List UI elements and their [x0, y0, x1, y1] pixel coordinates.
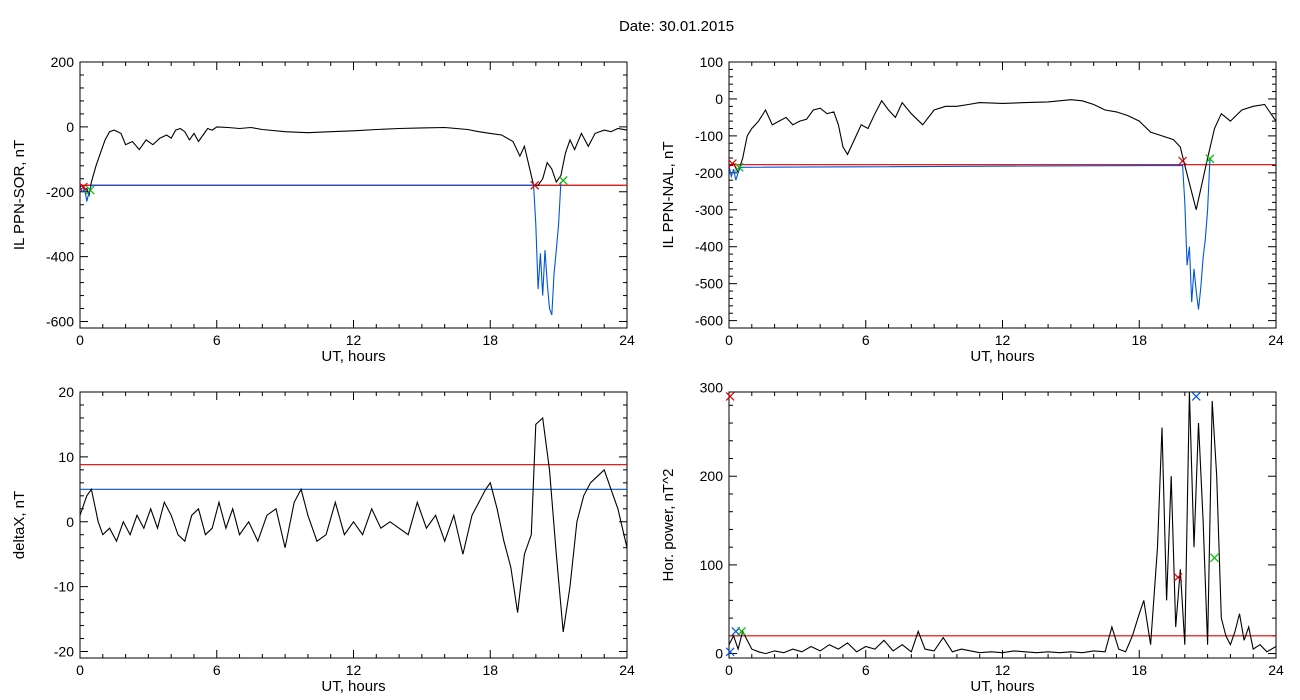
event-marker	[530, 180, 540, 190]
event-marker	[1191, 392, 1201, 401]
x-tick-label: 18	[1131, 332, 1147, 348]
event-marker	[78, 182, 88, 192]
y-tick-label: -200	[46, 184, 74, 200]
y-tick-label: -10	[54, 579, 74, 595]
x-tick-label: 0	[725, 662, 733, 678]
x-axis-label: UT, hours	[970, 348, 1034, 365]
page-title: Date: 30.01.2015	[618, 18, 735, 35]
event-marker	[737, 626, 746, 636]
chart-panel-1: 0 6 12 18 24 200 0 -200 -400 -600 UT, hours IL PPN-…	[11, 54, 635, 365]
y-axis-label: IL PPN-SOR, nT	[11, 140, 28, 250]
x-axis-label: UT, hours	[321, 348, 385, 365]
x-tick-label: 0	[76, 662, 84, 678]
series-line-2	[80, 181, 562, 316]
x-tick-label: 6	[862, 332, 870, 348]
y-tick-label: -200	[695, 165, 723, 181]
y-tick-label: -20	[54, 644, 74, 660]
y-axis-label: deltaX, nT	[11, 491, 28, 559]
y-tick-label: 0	[66, 514, 74, 530]
y-tick-label: -400	[46, 249, 74, 265]
event-marker	[1205, 154, 1215, 164]
plot-frame	[728, 61, 1277, 329]
event-marker	[1210, 553, 1219, 563]
x-axis-label: UT, hours	[970, 678, 1034, 695]
x-tick-label: 12	[346, 662, 362, 678]
series-line-1	[729, 392, 1276, 655]
x-tick-label: 24	[1268, 332, 1284, 348]
y-tick-label: -600	[695, 313, 723, 329]
plot-frame	[79, 61, 628, 329]
y-tick-label: 0	[715, 646, 723, 662]
x-tick-label: 24	[619, 662, 635, 678]
series-line-1	[80, 126, 627, 198]
x-tick-label: 6	[213, 332, 221, 348]
x-tick-label: 12	[346, 332, 362, 348]
y-tick-label: 200	[700, 468, 724, 484]
chart-panel-4: 0 6 12 18 24 300 200 100 0 UT, hours Hor. power, n…	[660, 380, 1284, 695]
event-marker	[1173, 572, 1183, 582]
event-marker	[725, 647, 735, 657]
y-tick-label: -500	[695, 276, 723, 292]
x-tick-label: 18	[482, 332, 498, 348]
x-tick-label: 6	[213, 662, 221, 678]
event-marker	[725, 392, 735, 401]
event-marker	[727, 159, 737, 169]
event-marker	[734, 162, 744, 172]
series-line-1	[729, 99, 1276, 210]
y-tick-label: 0	[715, 91, 723, 107]
y-tick-label: -100	[695, 128, 723, 144]
x-tick-label: 24	[619, 332, 635, 348]
x-tick-label: 0	[76, 332, 84, 348]
y-tick-label: 10	[58, 449, 74, 465]
chart-panel-2: 0 6 12 18 24 100 0 -100 -200 -300 -400 -500 -600 UT, …	[660, 54, 1284, 365]
y-tick-label: 300	[700, 380, 724, 396]
event-marker	[558, 175, 568, 185]
event-marker	[85, 185, 95, 195]
x-tick-label: 0	[725, 332, 733, 348]
series-line-1	[80, 416, 627, 633]
y-tick-label: 100	[700, 54, 724, 70]
x-tick-label: 18	[1131, 662, 1147, 678]
x-tick-label: 12	[995, 662, 1011, 678]
chart-panel-3: 0 6 12 18 24 20 10 0 -10 -20 UT, hours deltaX, nT	[11, 384, 635, 695]
y-tick-label: -600	[46, 314, 74, 330]
y-tick-label: 20	[58, 384, 74, 400]
x-tick-label: 18	[482, 662, 498, 678]
y-axis-label: Hor. power, nT^2	[660, 469, 677, 582]
plot-frame	[728, 391, 1277, 659]
y-tick-label: 200	[51, 54, 75, 70]
y-axis-label: IL PPN-NAL, nT	[660, 142, 677, 249]
y-tick-label: 0	[66, 119, 74, 135]
x-tick-label: 12	[995, 332, 1011, 348]
event-marker	[1178, 156, 1187, 166]
x-axis-label: UT, hours	[321, 678, 385, 695]
y-tick-label: -300	[695, 202, 723, 218]
x-tick-label: 24	[1268, 662, 1284, 678]
y-tick-label: 100	[700, 557, 724, 573]
x-tick-label: 6	[862, 662, 870, 678]
series-line-2	[729, 159, 1211, 310]
y-tick-label: -400	[695, 239, 723, 255]
